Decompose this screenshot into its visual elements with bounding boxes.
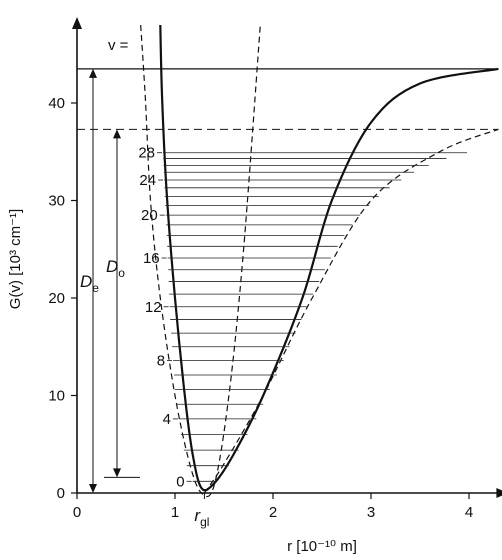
x-tick-label-3: 3 <box>367 504 375 521</box>
v-equals-label: v = <box>108 37 129 54</box>
y-axis-arrow <box>72 17 82 29</box>
level-label-v4: 4 <box>163 411 171 428</box>
x-axis-title: r [10⁻¹⁰ m] <box>287 538 357 555</box>
level-label-v24: 24 <box>139 172 156 189</box>
y-tick-label-40: 40 <box>48 95 65 112</box>
y-tick-label-30: 30 <box>48 193 65 210</box>
De-label: De <box>80 272 99 295</box>
D0-arrow-top-arrow <box>113 129 121 139</box>
De-arrow-bottom-arrow <box>89 484 97 493</box>
y-tick-label-10: 10 <box>48 388 65 405</box>
level-label-v28: 28 <box>138 145 155 162</box>
y-tick-label-20: 20 <box>48 290 65 307</box>
potential-curve-solid <box>159 24 499 492</box>
y-axis-title: G(v) [10³ cm⁻¹] <box>7 209 24 309</box>
potential-curve-dashed-2 <box>203 128 499 494</box>
x-axis-arrow <box>496 488 502 498</box>
level-label-v8: 8 <box>157 352 165 369</box>
level-label-v12: 12 <box>145 299 162 316</box>
y-tick-label-0: 0 <box>57 485 65 502</box>
level-label-v20: 20 <box>141 207 158 224</box>
x-tick-label-4: 4 <box>465 504 473 521</box>
level-label-v0: 0 <box>176 473 184 490</box>
D0-label: Do <box>106 257 125 280</box>
r-gl-label: rgl <box>194 506 209 529</box>
D0-arrow-bottom-arrow <box>113 468 121 478</box>
x-tick-label-1: 1 <box>171 504 179 521</box>
x-tick-label-0: 0 <box>73 504 81 521</box>
x-tick-label-2: 2 <box>269 504 277 521</box>
potential-curve-dashed-1 <box>140 24 261 498</box>
De-arrow-top-arrow <box>89 68 97 78</box>
level-label-v16: 16 <box>143 250 160 267</box>
